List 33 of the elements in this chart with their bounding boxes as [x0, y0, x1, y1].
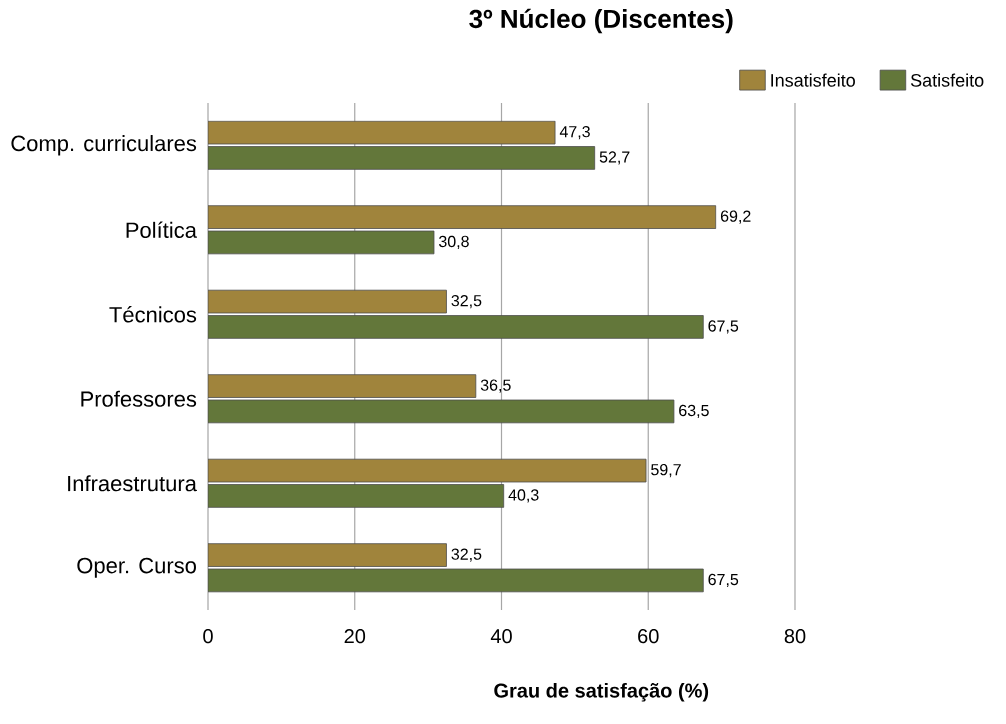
- data-label: 32,5: [451, 548, 482, 562]
- bar: [208, 399, 675, 424]
- data-label: 67,5: [708, 573, 739, 588]
- legend-label: Insatisfeito: [771, 73, 855, 87]
- x-tick-label: 20: [344, 629, 366, 644]
- data-label: 67,5: [708, 320, 739, 334]
- data-label: 63,5: [679, 404, 709, 419]
- data-label: 52,7: [599, 151, 630, 165]
- data-label: 59,7: [651, 463, 681, 478]
- data-label: 69,2: [720, 210, 751, 224]
- bar: [208, 146, 596, 170]
- legend-label: Satisfeito: [910, 73, 984, 87]
- chart-title: 3º Núcleo (Discentes): [469, 8, 733, 34]
- x-tick-label: 60: [638, 629, 659, 644]
- bar: [208, 230, 435, 255]
- y-tick-label: Professores: [81, 390, 197, 407]
- y-tick-label: Política: [126, 221, 197, 238]
- bar: [208, 315, 704, 339]
- x-tick-label: 80: [784, 629, 806, 644]
- x-tick-label: 40: [490, 629, 512, 644]
- y-tick-label: Técnicos: [109, 306, 197, 323]
- y-tick-label: Comp. curriculares: [11, 135, 197, 156]
- y-tick-label: Infraestrutura: [68, 475, 197, 492]
- data-label: 47,3: [559, 125, 590, 140]
- bar: [208, 484, 505, 508]
- data-label: 32,5: [451, 294, 482, 309]
- bar: [208, 568, 704, 593]
- x-tick-label: 0: [203, 629, 213, 644]
- data-label: 30,8: [438, 235, 469, 250]
- x-axis-title: Grau de satisfação (%): [494, 682, 709, 702]
- y-tick-label: Oper. Curso: [77, 557, 196, 578]
- data-label: 36,5: [480, 379, 511, 393]
- data-label: 40,3: [508, 489, 539, 503]
